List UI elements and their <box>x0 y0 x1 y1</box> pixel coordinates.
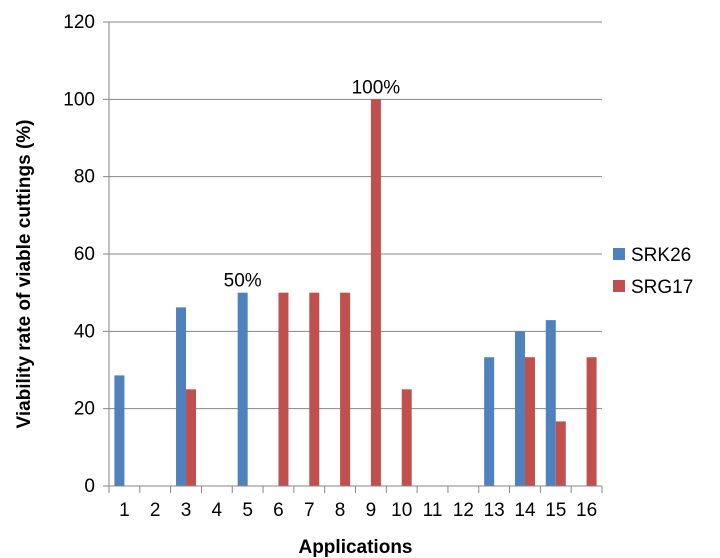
y-tick-label: 120 <box>63 12 95 33</box>
y-tick-label: 0 <box>84 476 95 497</box>
x-tick-label: 3 <box>181 500 192 521</box>
x-tick-label: 10 <box>391 500 412 521</box>
x-tick-label: 6 <box>273 500 284 521</box>
y-axis: 0 20 40 60 80 100 120 <box>63 12 110 497</box>
x-tick-label: 8 <box>335 500 346 521</box>
x-tick-label: 5 <box>242 500 253 521</box>
bar-srg17-10 <box>401 389 412 486</box>
x-axis-title: Applications <box>298 537 412 558</box>
x-tick-label: 2 <box>150 500 161 521</box>
x-tick-label: 15 <box>545 500 566 521</box>
bar-srg17-9 <box>370 99 381 486</box>
legend-swatch-srk26 <box>613 248 625 260</box>
legend-label-srk26: SRK26 <box>631 245 691 266</box>
x-tick-label: 7 <box>304 500 315 521</box>
bars <box>114 99 597 486</box>
x-tick-label: 16 <box>576 500 597 521</box>
x-tick-label: 14 <box>514 500 536 521</box>
bar-srk26-14 <box>514 331 525 486</box>
bar-srk26-13 <box>484 357 495 486</box>
bar-srk26-15 <box>545 320 556 486</box>
bar-srg17-7 <box>309 292 320 486</box>
y-tick-label: 60 <box>74 244 95 265</box>
data-annotation: 100% <box>352 77 401 98</box>
y-tick-label: 80 <box>74 167 95 188</box>
x-tick-label: 13 <box>484 500 505 521</box>
x-tick-label: 9 <box>366 500 377 521</box>
y-tick-label: 100 <box>63 89 95 110</box>
x-axis: 1 2 3 4 5 6 7 8 9 10 11 12 13 14 15 16 <box>108 485 603 521</box>
y-axis-title: Viability rate of viable cuttings (%) <box>14 120 35 429</box>
x-tick-label: 4 <box>212 500 223 521</box>
legend-swatch-srg17 <box>613 280 625 292</box>
bar-srg17-14 <box>524 357 535 486</box>
bar-srk26-3 <box>176 307 187 486</box>
y-tick-label: 20 <box>74 399 95 420</box>
annotations: 50% 100% <box>224 77 401 291</box>
data-annotation: 50% <box>224 271 262 292</box>
legend: SRK26 SRG17 <box>613 245 693 298</box>
x-tick-label: 1 <box>119 500 130 521</box>
bar-srg17-16 <box>586 357 597 486</box>
bar-srg17-6 <box>278 292 289 486</box>
x-tick-label: 11 <box>423 500 443 521</box>
bar-srk26-1 <box>114 375 125 486</box>
y-tick-label: 40 <box>74 321 95 342</box>
bar-srg17-8 <box>340 292 351 486</box>
bar-srg17-3 <box>186 389 197 486</box>
bar-srk26-5 <box>237 292 248 486</box>
x-tick-label: 12 <box>453 500 474 521</box>
bar-srg17-15 <box>555 421 566 486</box>
legend-label-srg17: SRG17 <box>631 277 693 298</box>
